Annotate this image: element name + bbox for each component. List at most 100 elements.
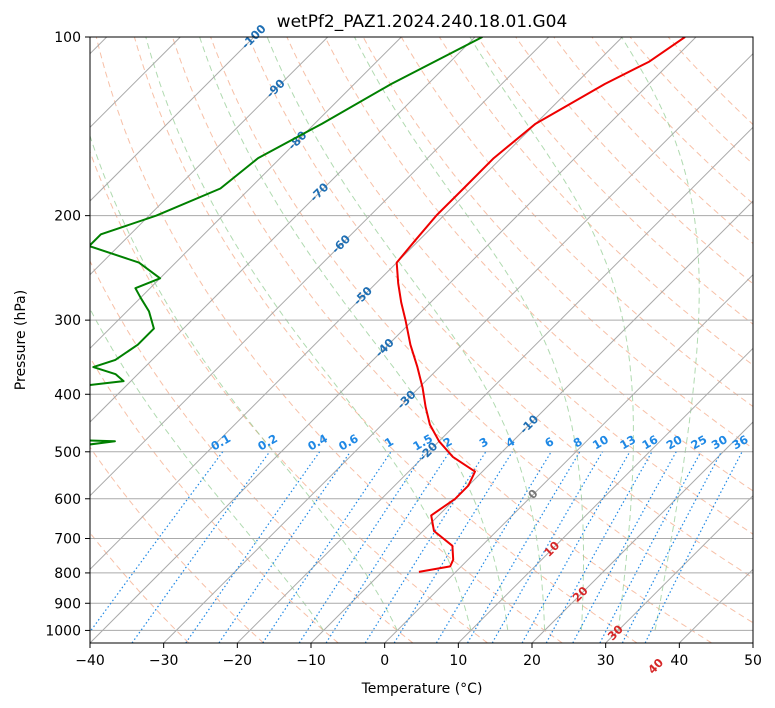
- x-tick-label: 10: [449, 653, 467, 669]
- mixing-ratio-labels: 0.1 0.2 0.4 0.6 1 1.5 2 3 4 6 8 10 13 16 20 25 30 36: [208, 431, 750, 453]
- dry-adiabat: [90, 259, 414, 643]
- mixing-ratio-line: [298, 451, 426, 643]
- mixing-ratio-label: 13: [617, 432, 638, 452]
- chart-title: wetPf2_PAZ1.2024.240.18.01.G04: [277, 12, 568, 32]
- isotherm-line: [310, 200, 753, 643]
- x-axis: −40 −30 −20 −10 0 10 20 30 40 50: [75, 643, 762, 669]
- y-tick-label: 1000: [45, 623, 81, 639]
- y-tick-label: 200: [54, 209, 81, 225]
- dry-adiabat: [553, 37, 753, 245]
- isotherm-label: -30: [394, 387, 419, 412]
- y-axis: 100 200 300 400 500 600 700 800 900 1000: [45, 30, 90, 639]
- dry-adiabat: [477, 37, 753, 325]
- dry-adiabat: [90, 356, 339, 643]
- isotherm-line: [236, 126, 753, 643]
- moist-adiabat: [199, 37, 509, 631]
- dry-adiabat: [248, 37, 753, 579]
- y-tick-label: 300: [54, 313, 81, 329]
- x-tick-label: 20: [523, 653, 541, 669]
- isotherm-line: [384, 273, 753, 643]
- isotherm-label: -90: [263, 76, 288, 101]
- dry-adiabat: [591, 37, 753, 205]
- mixing-ratio-label: 10: [590, 432, 611, 452]
- mixing-ratio-label: 3: [477, 434, 491, 450]
- x-tick-label: −10: [296, 653, 326, 669]
- mixing-ratio-label: 30: [709, 432, 730, 452]
- temperature-profile: [395, 37, 686, 573]
- mixing-ratio-label: 20: [664, 432, 685, 452]
- isotherm-line: [605, 494, 753, 643]
- y-tick-label: 100: [54, 30, 81, 46]
- isotherm-label: 40: [645, 655, 666, 676]
- mixing-ratio-line: [572, 451, 677, 643]
- isotherm-line: [90, 37, 255, 202]
- mixing-ratio-label: 2: [441, 434, 455, 450]
- isotherm-line: [90, 37, 550, 497]
- dry-adiabat: [210, 37, 753, 624]
- dry-adiabat: [133, 37, 638, 643]
- mixing-ratio-line: [435, 451, 552, 643]
- y-tick-label: 400: [54, 387, 81, 403]
- moist-adiabat: [145, 37, 472, 631]
- moist-adiabat: [354, 37, 584, 631]
- isotherm-line: [90, 37, 329, 276]
- mixing-ratio-line: [545, 451, 653, 643]
- x-tick-label: 50: [744, 653, 762, 669]
- isotherm-line: [90, 37, 697, 643]
- mixing-ratio-line: [644, 451, 743, 643]
- isotherm-line: [678, 568, 753, 643]
- mixing-ratio-line: [521, 451, 631, 643]
- x-tick-label: 40: [670, 653, 688, 669]
- mixing-ratio-label: 8: [571, 434, 585, 450]
- moist-adiabat: [90, 134, 398, 631]
- mixing-ratio-line: [599, 451, 702, 643]
- moist-adiabat: [266, 37, 546, 631]
- moist-adiabat: [469, 37, 634, 631]
- isotherm-label: -40: [372, 335, 397, 360]
- mixing-ratio-line: [90, 451, 224, 633]
- dry-adiabat: [172, 37, 712, 643]
- isotherm-line: [752, 642, 753, 643]
- x-tick-label: −40: [75, 653, 105, 669]
- mixing-ratio-line: [131, 451, 271, 643]
- dry-adiabat: [90, 150, 488, 643]
- isotherm-label: 0: [525, 486, 541, 502]
- dry-adiabat: [286, 37, 753, 535]
- dewpoint-profile: [90, 37, 483, 446]
- background-lines: [90, 37, 753, 643]
- dry-adiabat: [90, 446, 264, 643]
- mixing-ratio-label: 36: [730, 432, 751, 452]
- dry-adiabat: [515, 37, 753, 285]
- mixing-ratio-label: 25: [688, 432, 709, 452]
- dry-adiabat: [95, 37, 563, 643]
- y-tick-label: 900: [54, 596, 81, 612]
- mixing-ratio-line: [325, 451, 451, 643]
- x-tick-label: 0: [380, 653, 389, 669]
- isotherm-label: -60: [329, 232, 354, 257]
- mixing-ratio-label: 6: [542, 434, 556, 450]
- x-axis-label: Temperature (°C): [361, 681, 483, 697]
- y-tick-label: 700: [54, 532, 81, 548]
- isotherm-line: [90, 37, 402, 350]
- x-tick-label: −30: [149, 653, 179, 669]
- plot-frame: [89, 36, 754, 644]
- isotherm-line: [531, 421, 753, 643]
- mixing-ratio-label: 16: [639, 432, 660, 452]
- mixing-ratio-line: [262, 451, 392, 643]
- mixing-ratio-line: [185, 451, 321, 643]
- y-tick-label: 600: [54, 492, 81, 508]
- isotherm-line: [163, 52, 753, 643]
- isotherm-label: 30: [605, 622, 626, 643]
- x-tick-label: −20: [223, 653, 253, 669]
- mixing-ratio-label: 0.1: [208, 431, 233, 453]
- dry-adiabat: [667, 37, 753, 126]
- y-axis-label: Pressure (hPa): [13, 290, 29, 390]
- moist-adiabat: [621, 37, 700, 631]
- isotherm-line: [90, 37, 623, 571]
- mixing-ratio-line: [218, 451, 351, 643]
- moist-adiabat: [90, 307, 325, 631]
- y-tick-label: 500: [54, 445, 81, 461]
- isotherm-line: [90, 37, 476, 423]
